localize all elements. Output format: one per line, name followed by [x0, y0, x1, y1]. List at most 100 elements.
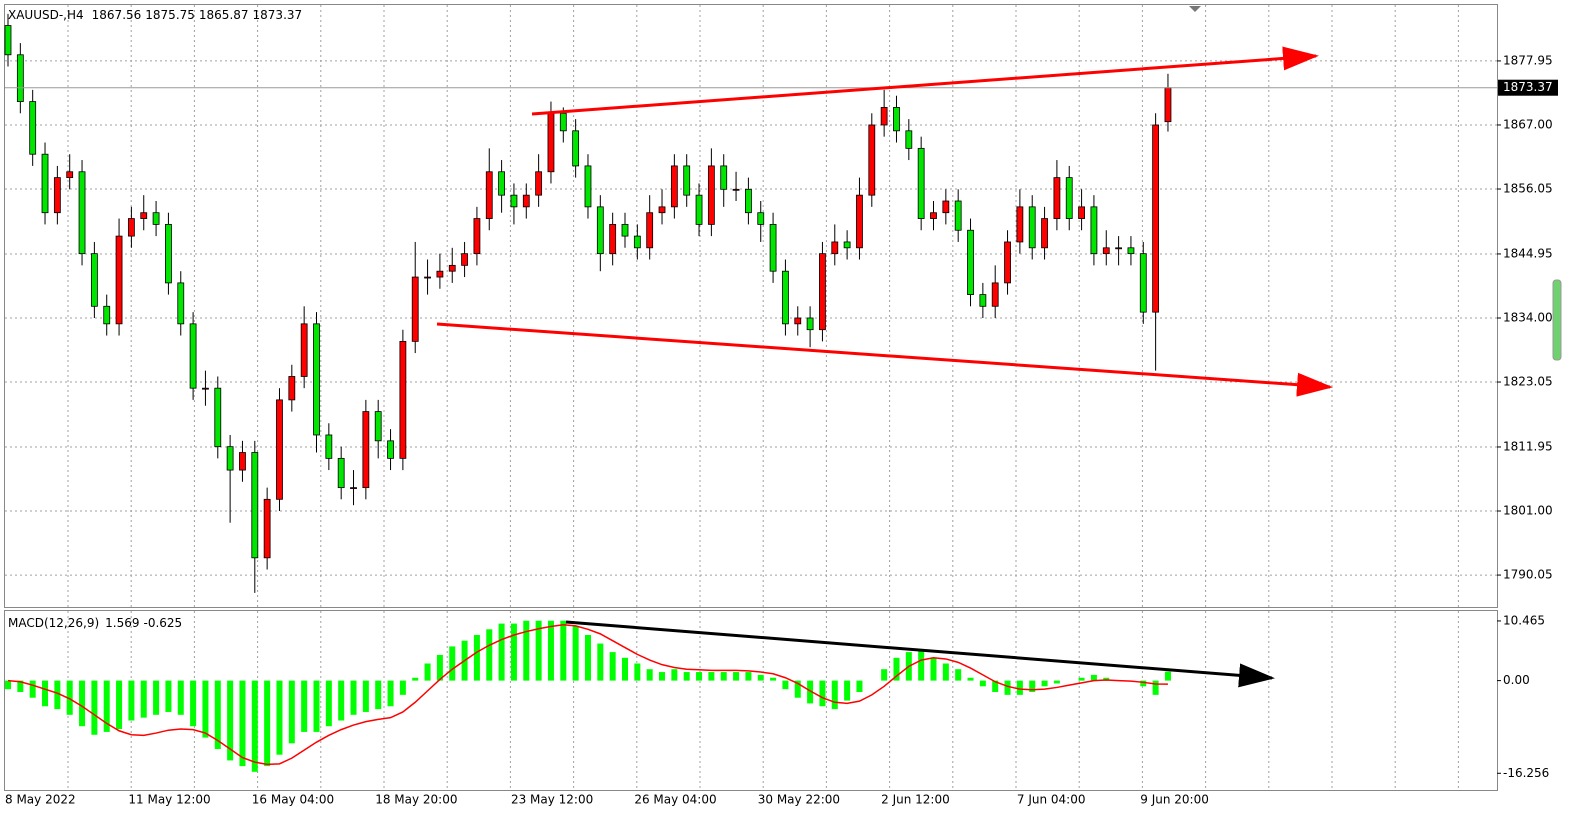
macd-trend-line	[565, 620, 1275, 688]
candle-body	[559, 112, 567, 132]
macd-bar	[301, 680, 308, 732]
macd-bar	[42, 680, 49, 707]
macd-bar	[66, 680, 73, 715]
y-tick-label: 1790.05	[1503, 568, 1553, 582]
candle-body	[127, 218, 135, 237]
y-tick-label: 1834.00	[1503, 310, 1553, 324]
macd-bar	[745, 672, 752, 681]
macd-bar	[979, 680, 986, 687]
candle-body	[325, 434, 333, 459]
macd-bar	[288, 680, 295, 744]
candle-body	[214, 387, 222, 448]
scrollbar-thumb[interactable]	[1552, 279, 1562, 361]
macd-bar	[510, 623, 517, 681]
candle-body	[658, 206, 666, 214]
macd-bar	[893, 657, 900, 681]
marks: 1877.95 1867.00 1856.05 1844.95 1834.00 1823.…	[4, 13, 1558, 807]
candle-body	[1004, 241, 1011, 284]
x-tick-label: 23 May 12:00	[511, 793, 593, 807]
candle-body	[140, 212, 148, 219]
candle-body	[263, 498, 271, 559]
macd-bar	[54, 680, 61, 710]
candle-body	[831, 241, 839, 255]
candle-body	[683, 165, 691, 196]
candle-body	[609, 224, 617, 255]
y-tick-label: 1844.95	[1503, 246, 1553, 260]
candle-body	[387, 440, 394, 459]
macd-bar	[165, 680, 172, 712]
macd-bar	[313, 680, 320, 732]
macd-bar	[1140, 680, 1147, 687]
current-price-label: 1873.37	[1503, 80, 1553, 94]
candle-body	[1028, 206, 1036, 249]
candle-body	[226, 446, 234, 471]
macd-bar	[251, 680, 258, 772]
macd-bar	[79, 680, 86, 727]
candle-body	[732, 188, 740, 191]
macd-bar	[646, 669, 653, 681]
candle-body	[584, 165, 592, 208]
candle-body	[1053, 177, 1061, 219]
vertical-grid	[67, 5, 1459, 790]
macd-bar	[338, 680, 345, 721]
candle-body	[856, 194, 863, 249]
macd-bar	[696, 672, 703, 681]
candle-body	[374, 411, 382, 442]
macd-bar	[362, 680, 369, 712]
macd-bar	[1016, 680, 1023, 695]
candle-body	[165, 224, 172, 284]
macd-bar	[622, 657, 628, 681]
candle-body	[498, 171, 506, 196]
macd-header: MACD(12,26,9) 1.569 -0.625	[8, 616, 182, 630]
candle-body	[1164, 87, 1172, 123]
macd-bar	[597, 643, 604, 681]
macd-bar	[103, 680, 110, 732]
candle-body	[29, 101, 37, 155]
macd-bar	[1090, 674, 1097, 681]
candle-body	[905, 130, 913, 149]
macd-bar	[1078, 677, 1085, 681]
macd-histogram-value: 1.569	[105, 616, 139, 630]
macd-bar	[202, 680, 209, 738]
candle-body	[745, 188, 752, 214]
macd-bar	[1164, 671, 1171, 681]
candle-body	[757, 212, 765, 225]
macd-bar	[733, 672, 740, 681]
macd-bar	[757, 674, 764, 681]
candle-body	[880, 107, 888, 126]
high-value: 1875.75	[145, 8, 195, 22]
candle-body	[1152, 124, 1160, 313]
candle-body	[177, 282, 185, 325]
candle-body	[411, 276, 419, 342]
candle-body	[769, 224, 777, 272]
macd-signal-line	[7, 623, 1168, 766]
candle-body	[399, 340, 407, 459]
candle-body	[485, 171, 493, 219]
candle-body	[4, 25, 12, 56]
candle-body	[967, 229, 974, 295]
macd-bar	[1152, 680, 1159, 695]
candle-body	[115, 235, 123, 325]
lower-trend-line	[436, 322, 1333, 397]
macd-bar	[17, 680, 24, 693]
candle-body	[1041, 218, 1048, 249]
macd-bar	[1029, 680, 1036, 693]
candle-body	[1127, 247, 1135, 255]
candle-body	[695, 194, 703, 225]
candle-body	[1016, 206, 1024, 243]
macd-bar	[671, 669, 678, 681]
y-tick-label: 1823.05	[1503, 375, 1553, 389]
macd-bar	[720, 672, 727, 681]
candle-body	[1115, 247, 1122, 250]
chart-header: XAUUSD-,H4 1867.56 1875.75 1865.87 1873.37	[8, 8, 302, 22]
candle-body	[300, 323, 308, 377]
candle-body	[288, 376, 296, 401]
macd-bar	[239, 680, 246, 767]
candle-body	[979, 294, 987, 307]
macd-bar	[708, 672, 715, 681]
candle-body	[621, 224, 629, 237]
macd-bar	[128, 680, 135, 721]
macd-bar	[424, 663, 431, 681]
macd-bar	[436, 654, 443, 681]
